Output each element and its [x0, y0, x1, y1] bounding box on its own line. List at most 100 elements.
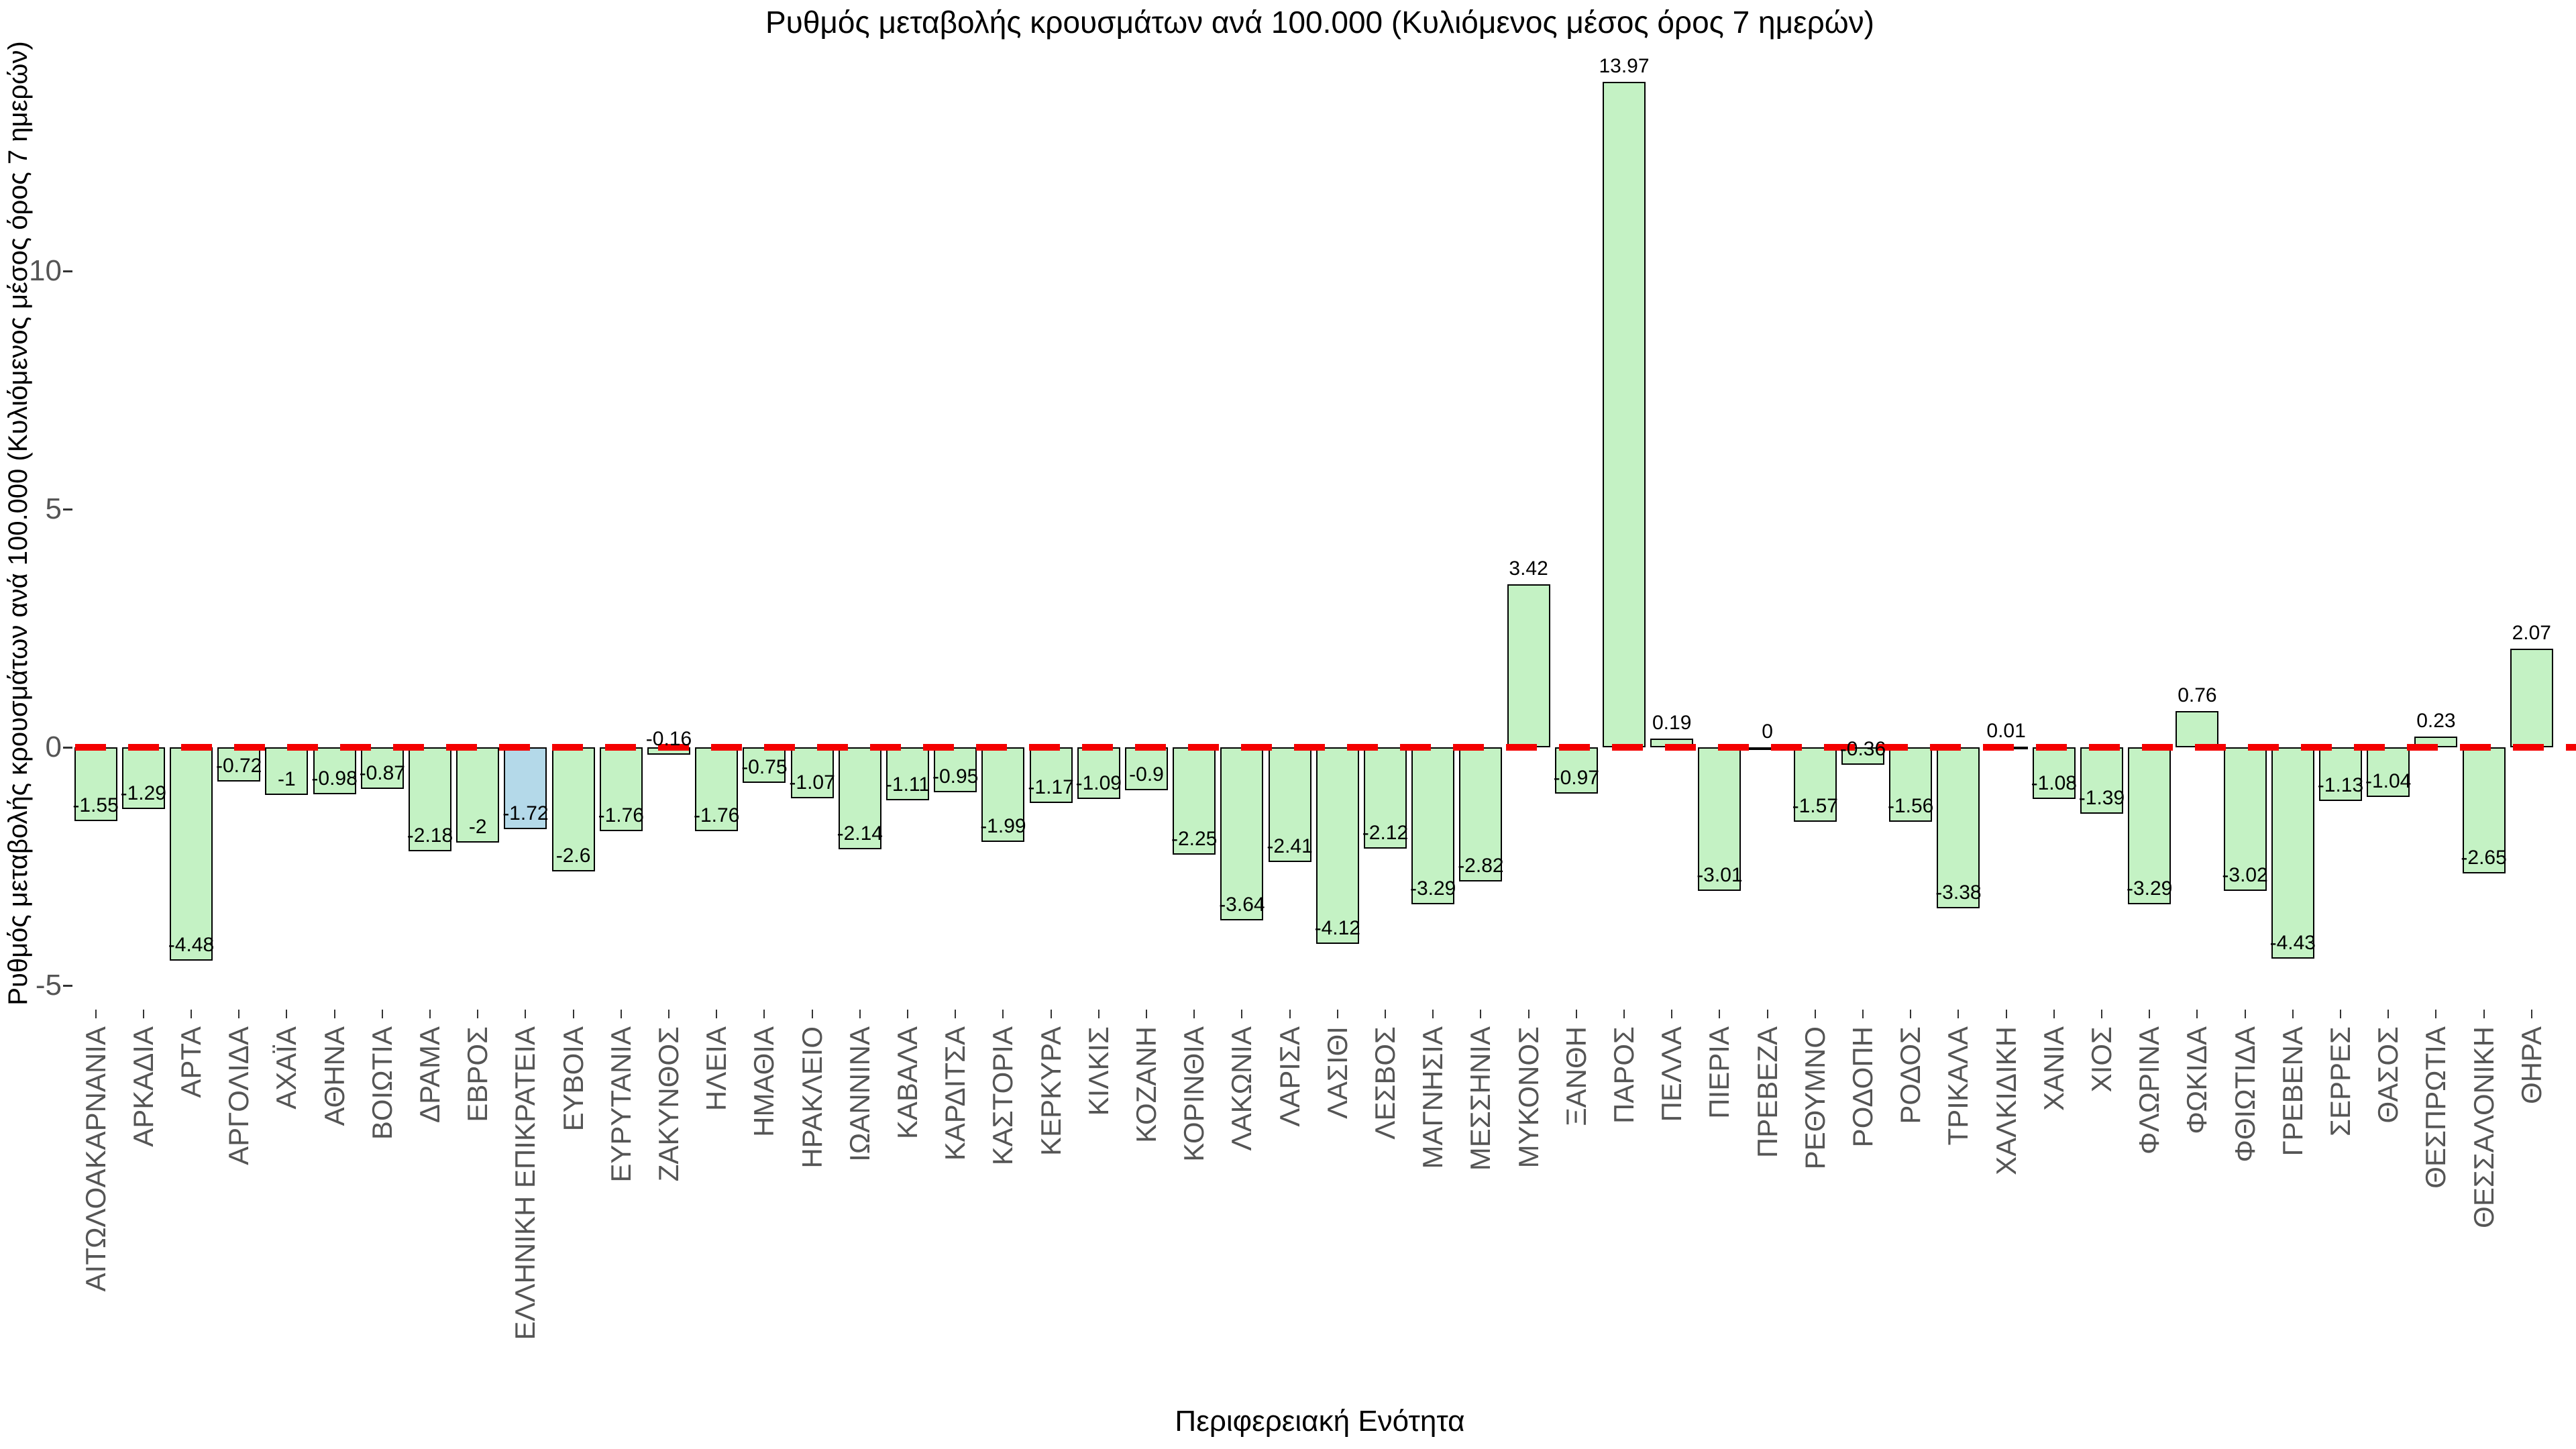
x-axis-tick [763, 1010, 765, 1018]
x-tick-label: ΑΡΓΟΛΙΔΑ [223, 1026, 255, 1165]
bar [599, 747, 643, 831]
zero-dashed-line [75, 744, 2576, 751]
bar-value-label: -2 [468, 816, 487, 838]
bar-value-label: 0.23 [2416, 709, 2456, 732]
x-tick-label: ΘΗΡΑ [2515, 1026, 2547, 1104]
bar-value-label: 0.19 [1652, 711, 1692, 734]
bar [456, 747, 500, 843]
bar-value-label: -0.36 [1839, 737, 1886, 760]
x-tick-label: ΛΑΡΙΣΑ [1273, 1026, 1305, 1127]
bar [551, 747, 595, 871]
x-tick-label: ΠΡΕΒΕΖΑ [1751, 1026, 1783, 1159]
x-axis-tick [477, 1010, 479, 1018]
bar-value-label: -4.43 [2269, 931, 2316, 954]
bar-value-label: 13.97 [1599, 55, 1650, 78]
bar [1029, 747, 1073, 804]
bar [1889, 747, 1933, 822]
bar-value-label: -3.29 [2126, 877, 2173, 900]
x-axis-tick [1146, 1010, 1147, 1018]
x-axis-tick [1480, 1010, 1482, 1018]
y-tick-label: -5 [35, 969, 62, 1002]
x-axis-tick [1527, 1010, 1529, 1018]
bar [409, 747, 451, 851]
bar [743, 747, 786, 784]
bar-value-label: -0.16 [645, 728, 692, 751]
x-axis-tick [1957, 1010, 1960, 1018]
x-axis-tick [620, 1010, 622, 1018]
x-tick-label: ΚΙΛΚΙΣ [1082, 1026, 1114, 1116]
x-tick-label: ΚΑΡΔΙΤΣΑ [939, 1026, 971, 1161]
x-tick-label: ΔΡΑΜΑ [414, 1026, 445, 1123]
x-tick-label: ΤΡΙΚΑΛΑ [1942, 1026, 1974, 1146]
x-axis-tick [191, 1010, 192, 1018]
bar-value-label: 2.07 [2512, 622, 2551, 645]
bar [838, 747, 881, 849]
x-axis-tick [859, 1010, 861, 1018]
x-axis-tick [2292, 1010, 2294, 1018]
x-axis-tick [238, 1010, 240, 1018]
y-tick-label: 0 [45, 731, 62, 763]
bar [695, 747, 739, 831]
x-tick-label: ΗΛΕΙΑ [700, 1026, 733, 1112]
x-axis-tick [381, 1010, 383, 1018]
bar-value-label: -0.72 [215, 755, 262, 777]
bar-value-label: -2.6 [555, 844, 591, 867]
bar [2223, 747, 2267, 892]
x-tick-label: ΓΡΕΒΕΝΑ [2276, 1026, 2308, 1157]
x-axis-tick [1671, 1010, 1673, 1018]
bar-value-label: 0.76 [2178, 684, 2217, 707]
x-axis-tick [2005, 1010, 2007, 1018]
x-axis-tick [2101, 1010, 2102, 1018]
x-axis-tick [333, 1010, 335, 1018]
x-tick-label: ΛΑΣΙΘΙ [1321, 1026, 1353, 1120]
bar-value-label: -2.65 [2461, 847, 2507, 869]
bar-value-label: -0.75 [741, 756, 788, 779]
chart-title: Ρυθμός μεταβολής κρουσμάτων ανά 100.000 … [765, 5, 1874, 40]
x-axis-tick [2530, 1010, 2532, 1018]
bar-value-label: 3.42 [1509, 557, 1548, 580]
bar [981, 747, 1025, 843]
bar-value-label: -3.38 [1935, 881, 1982, 904]
x-axis-tick [1623, 1010, 1625, 1018]
x-tick-label: ΡΟΔΟΠΗ [1847, 1026, 1878, 1148]
x-tick-label: ΑΙΤΩΛΟΑΚΑΡΝΑΝΙΑ [79, 1026, 111, 1292]
x-tick-label: ΘΕΣΠΡΩΤΙΑ [2420, 1026, 2452, 1189]
x-axis-tick [142, 1010, 144, 1018]
x-tick-label: ΑΡΤΑ [175, 1026, 207, 1098]
x-tick-label: ΚΟΡΙΝΘΙΑ [1178, 1026, 1210, 1162]
x-axis-tick [2196, 1010, 2198, 1018]
bar-value-label: -2.82 [1458, 855, 1504, 877]
bar-value-label: -1.13 [2317, 774, 2364, 797]
bar-value-label: -0.97 [1553, 766, 1599, 789]
x-axis-tick [811, 1010, 813, 1018]
bar-value-label: -4.48 [168, 934, 215, 957]
x-axis-tick [1241, 1010, 1243, 1018]
x-tick-label: ΡΕΘΥΜΝΟ [1799, 1026, 1831, 1170]
bar [1364, 747, 1407, 849]
x-tick-label: ΘΕΣΣΑΛΟΝΙΚΗ [2467, 1026, 2500, 1228]
x-axis-tick [1336, 1010, 1338, 1018]
x-axis-tick [1719, 1010, 1721, 1018]
bar [1554, 747, 1598, 794]
x-tick-label: ΚΑΒΑΛΑ [892, 1026, 923, 1140]
bar [1316, 747, 1359, 944]
bar-value-label: -2.41 [1267, 835, 1313, 858]
x-tick-label: ΠΑΡΟΣ [1608, 1026, 1640, 1124]
bar-value-label: -3.29 [1409, 877, 1456, 900]
bar [504, 747, 547, 830]
x-tick-label: ΗΡΑΚΛΕΙΟ [796, 1026, 828, 1169]
bar-value-label: -1.57 [1792, 795, 1838, 818]
bar-value-label: -2.18 [407, 824, 453, 847]
x-axis-tick [1766, 1010, 1768, 1018]
x-axis-tick [668, 1010, 669, 1018]
x-axis-tick [2340, 1010, 2341, 1018]
bar [1459, 747, 1503, 882]
bar-value-label: -3.02 [2222, 864, 2268, 887]
bar [1603, 82, 1646, 747]
y-tick-label: 10 [29, 254, 62, 287]
bar [2271, 747, 2314, 959]
bar [360, 747, 404, 789]
x-tick-label: ΕΥΒΟΙΑ [557, 1026, 589, 1132]
bar [1125, 747, 1168, 790]
x-tick-label: ΡΟΔΟΣ [1894, 1026, 1927, 1124]
